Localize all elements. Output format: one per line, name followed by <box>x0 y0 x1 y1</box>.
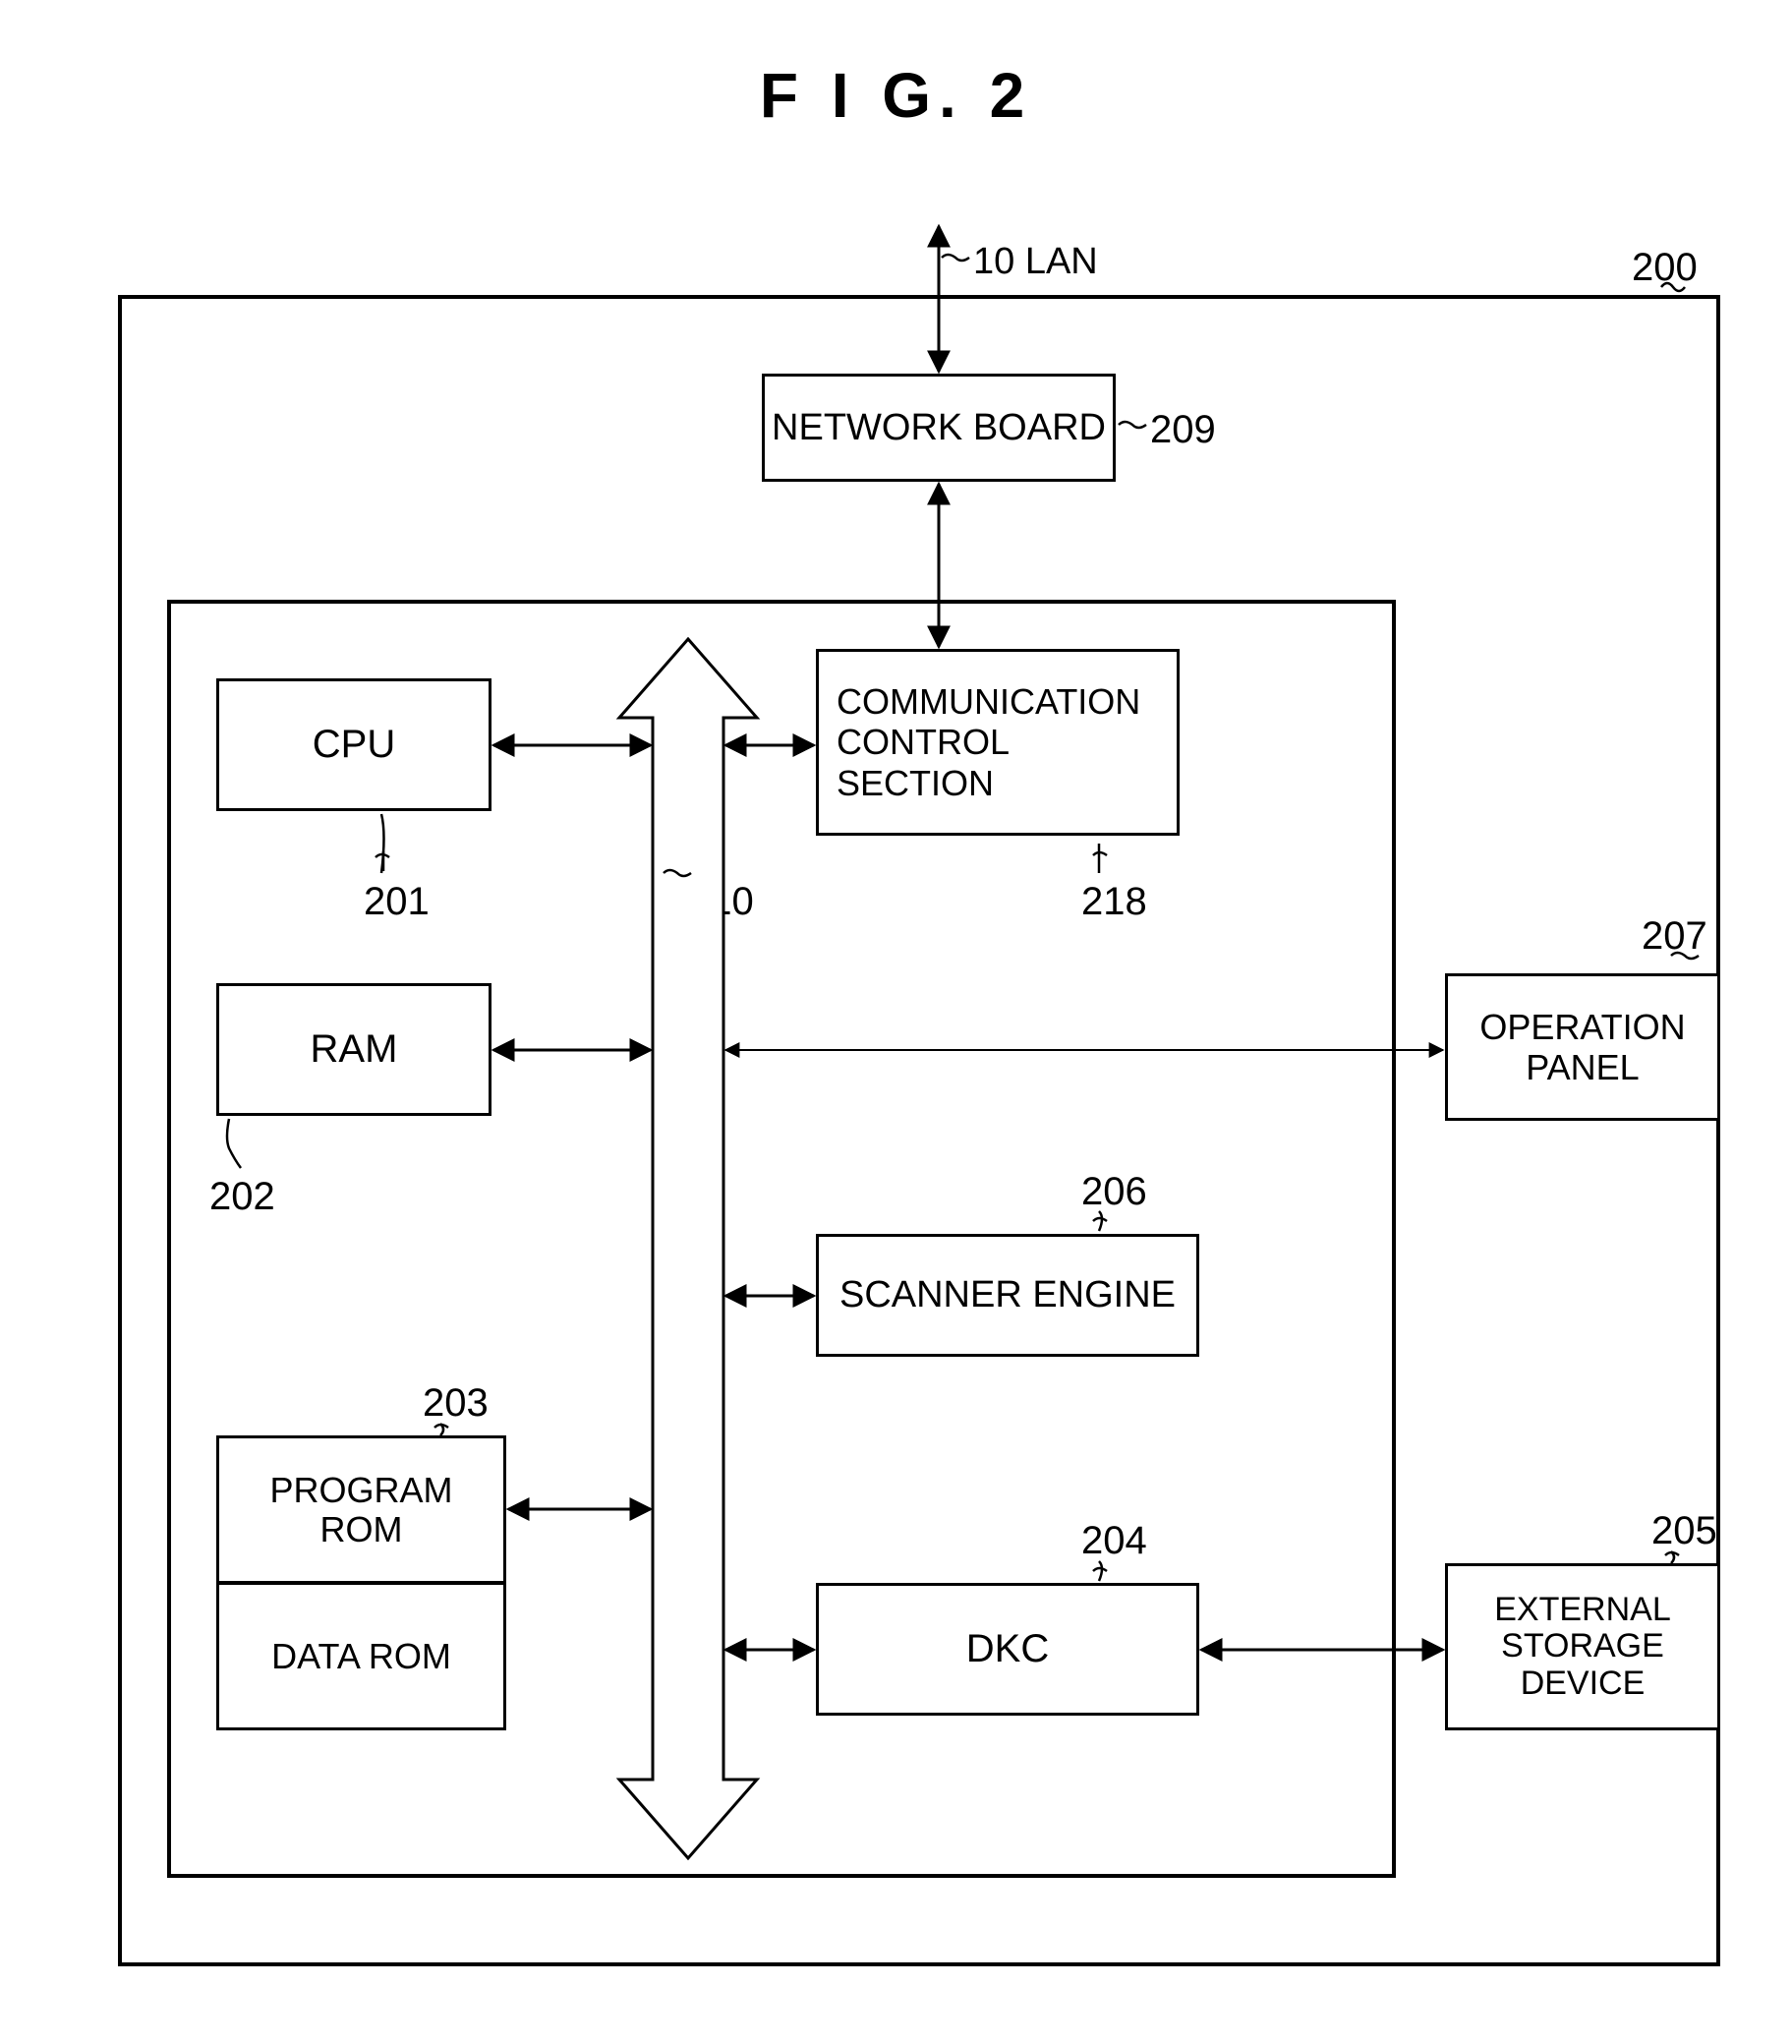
block-operation-panel: OPERATION PANEL <box>1445 973 1720 1121</box>
block-ram: RAM <box>216 983 491 1116</box>
ref-10-lan: 10 LAN <box>973 241 1098 283</box>
ref-206: 206 <box>1081 1170 1147 1214</box>
block-label: DATA ROM <box>271 1636 451 1677</box>
block-label: SCANNER ENGINE <box>839 1274 1176 1316</box>
block-dkc: DKC <box>816 1583 1199 1716</box>
ref-205: 205 <box>1651 1509 1717 1553</box>
figure-canvas: F I G. 2 NETWORK BOARD CPU COMMUNICATION… <box>0 0 1792 2044</box>
figure-title: F I G. 2 <box>0 59 1792 132</box>
block-data-rom: DATA ROM <box>216 1583 506 1730</box>
ref-201: 201 <box>364 880 430 924</box>
ref-200: 200 <box>1632 246 1698 290</box>
ref-209: 209 <box>1150 408 1216 452</box>
block-label: COMMUNICATION CONTROL SECTION <box>837 681 1171 803</box>
block-scanner-engine: SCANNER ENGINE <box>816 1234 1199 1357</box>
block-label: EXTERNAL STORAGE DEVICE <box>1454 1592 1711 1702</box>
block-program-rom: PROGRAM ROM <box>216 1435 506 1583</box>
block-comm-control: COMMUNICATION CONTROL SECTION <box>816 649 1180 836</box>
block-label: NETWORK BOARD <box>772 407 1106 449</box>
block-label: CPU <box>313 723 395 767</box>
block-label: DKC <box>966 1627 1049 1671</box>
ref-207: 207 <box>1642 914 1707 959</box>
lead-10 <box>942 255 969 261</box>
block-label: OPERATION PANEL <box>1454 1007 1711 1088</box>
block-label: PROGRAM ROM <box>225 1471 497 1548</box>
block-cpu: CPU <box>216 678 491 811</box>
ref-203: 203 <box>423 1381 489 1426</box>
ref-210: 210 <box>688 880 754 924</box>
block-label: RAM <box>311 1027 398 1072</box>
block-network-board: NETWORK BOARD <box>762 374 1116 482</box>
block-external-storage: EXTERNAL STORAGE DEVICE <box>1445 1563 1720 1730</box>
ref-204: 204 <box>1081 1519 1147 1563</box>
ref-218: 218 <box>1081 880 1147 924</box>
ref-202: 202 <box>209 1175 275 1219</box>
